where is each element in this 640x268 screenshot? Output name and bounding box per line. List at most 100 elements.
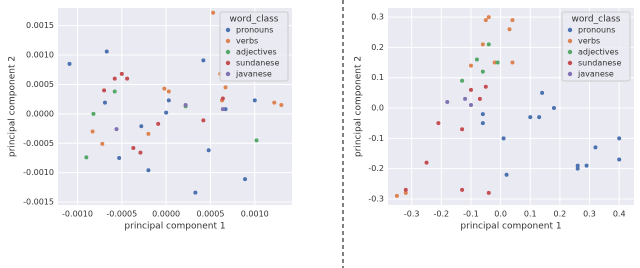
legend-box (561, 11, 631, 82)
point (495, 60, 500, 65)
y-tick-label: -0.0015 (23, 198, 54, 207)
point (486, 15, 491, 20)
point (480, 42, 485, 47)
point (201, 58, 206, 63)
point (480, 121, 485, 126)
point (272, 100, 277, 105)
legend-marker (567, 38, 573, 44)
point (162, 86, 167, 91)
point (537, 115, 542, 120)
legend-title: word_class (230, 15, 279, 25)
point (138, 150, 143, 155)
point (183, 103, 188, 108)
point (146, 168, 151, 173)
point (112, 89, 117, 94)
point (201, 118, 206, 123)
point (483, 84, 488, 89)
point (193, 190, 198, 195)
legend-box (219, 11, 289, 82)
point (436, 121, 441, 126)
point (460, 187, 465, 192)
point (507, 27, 512, 32)
point (139, 124, 144, 129)
x-tick-label: 0.0010 (241, 210, 269, 219)
point (211, 10, 216, 15)
point (252, 98, 257, 103)
y-tick-label: -0.2 (368, 164, 384, 173)
y-tick-label: -0.0010 (23, 168, 54, 177)
x-tick-label: 0.2 (554, 210, 567, 219)
point (483, 18, 488, 23)
legend-marker (225, 49, 231, 55)
point (223, 85, 228, 90)
point (90, 129, 95, 134)
chart: -0.3 -0.2 -0.1 0.0 0.1 0.2 0.3 0.4 -0.3 -0.2 -0.1 0… (354, 8, 634, 232)
x-tick-label: 0.3 (583, 210, 596, 219)
point (480, 112, 485, 117)
x-axis-label: principal component 1 (124, 222, 225, 232)
legend-label: verbs (236, 37, 258, 46)
point (166, 89, 171, 94)
point (112, 76, 117, 81)
y-tick-label: 0.0 (371, 104, 384, 113)
point (67, 61, 72, 66)
legend-label: pronouns (578, 26, 615, 35)
point (131, 145, 136, 150)
point (117, 155, 122, 160)
legend-title: word_class (572, 15, 621, 25)
x-tick-label: -0.2 (434, 210, 450, 219)
point (460, 78, 465, 83)
point (504, 172, 509, 177)
chart: -0.0010 -0.0005 0.0000 0.0005 0.0010 -0.0015 -… (8, 8, 292, 232)
y-tick-label: 0.0005 (26, 80, 54, 89)
x-tick-label: 0.0000 (152, 210, 180, 219)
point (166, 98, 171, 103)
point (104, 49, 109, 54)
x-axis-label: principal component 1 (460, 222, 561, 232)
y-tick-label: -0.0005 (23, 139, 54, 148)
legend-marker (225, 27, 231, 33)
legend-label: sundanese (578, 59, 621, 68)
legend-marker (567, 60, 573, 66)
point (424, 160, 429, 165)
x-tick-label: 0.4 (613, 210, 626, 219)
point (114, 127, 119, 132)
point (279, 103, 284, 108)
point (164, 110, 169, 115)
point (501, 136, 506, 141)
point (510, 18, 515, 23)
point (460, 127, 465, 132)
point (394, 193, 399, 198)
point (486, 190, 491, 195)
point (84, 155, 89, 160)
point (492, 60, 497, 65)
y-tick-label: 0.2 (371, 43, 384, 52)
legend-marker (567, 27, 573, 33)
point (91, 111, 96, 116)
legend-marker (225, 38, 231, 44)
legend-label: sundanese (236, 59, 279, 68)
legend-label: javanese (577, 70, 614, 79)
y-tick-label: 0.1 (371, 73, 384, 82)
point (617, 136, 622, 141)
point (119, 71, 124, 76)
point (510, 60, 515, 65)
point (540, 90, 545, 95)
point (474, 57, 479, 62)
y-tick-label: -0.1 (368, 134, 384, 143)
legend-marker (225, 60, 231, 66)
point (125, 76, 130, 81)
point (468, 63, 473, 68)
point (220, 107, 225, 112)
point (100, 141, 105, 146)
x-tick-label: -0.1 (463, 210, 479, 219)
x-tick-label: -0.0005 (106, 210, 137, 219)
y-tick-label: 0.3 (371, 13, 384, 22)
point (480, 69, 485, 74)
point (575, 163, 580, 168)
legend-label: adjectives (578, 48, 619, 57)
y-tick-label: -0.3 (368, 194, 384, 203)
point (254, 138, 259, 143)
y-tick-label: 0.0000 (26, 109, 54, 118)
x-tick-label: 0.0 (494, 210, 507, 219)
